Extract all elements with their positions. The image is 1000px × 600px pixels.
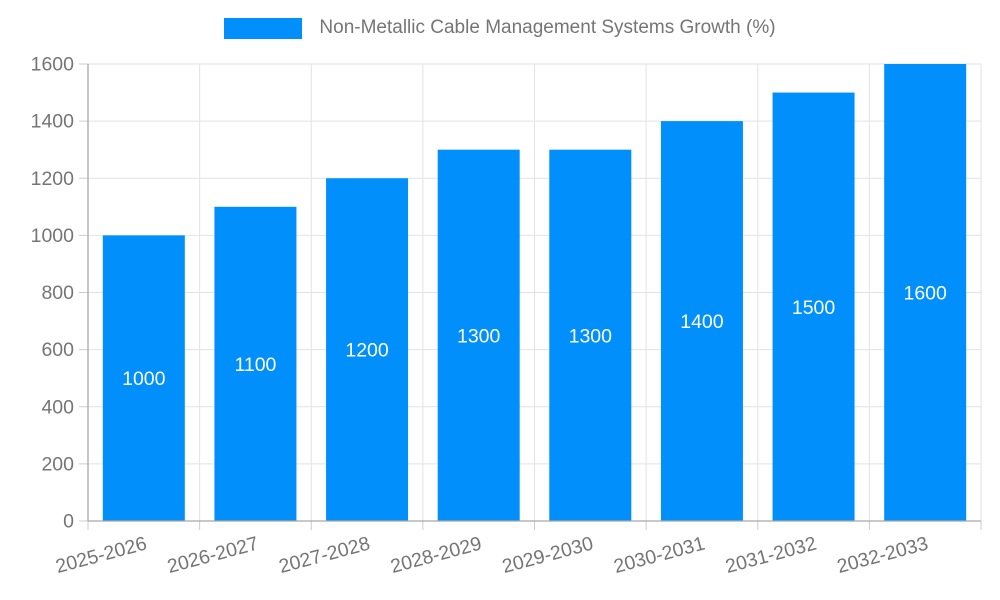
bar-value-label: 1000	[122, 368, 166, 390]
x-axis-category-label: 2031-2032	[723, 533, 819, 578]
bar-value-label: 1200	[345, 340, 389, 362]
x-axis-category-label: 2027-2028	[277, 533, 373, 578]
bar-2025-2026[interactable]	[102, 235, 185, 521]
legend-series-label: Non-Metallic Cable Management Systems Gr…	[319, 17, 776, 38]
bar-2027-2028[interactable]	[326, 178, 409, 521]
bar-2032-2033[interactable]	[884, 64, 967, 521]
bar-2030-2031[interactable]	[660, 121, 743, 521]
x-axis-category-label: 2032-2033	[835, 533, 931, 578]
x-axis-category-label: 2028-2029	[388, 533, 484, 578]
x-axis-category-label: 2026-2027	[165, 533, 261, 578]
bar-value-label: 1600	[903, 283, 947, 305]
y-axis-tick-label: 1600	[31, 54, 75, 76]
x-axis-category-label: 2029-2030	[500, 533, 596, 578]
y-axis-tick-label: 1400	[31, 111, 75, 133]
bar-value-label: 1300	[569, 325, 613, 347]
x-axis-category-label: 2025-2026	[53, 533, 149, 578]
y-axis-tick-label: 400	[41, 396, 74, 418]
legend-item[interactable]: Non-Metallic Cable Management Systems Gr…	[224, 17, 776, 39]
y-axis-tick-label: 600	[41, 339, 74, 361]
bar-value-label: 1400	[680, 311, 724, 333]
bar-2029-2030[interactable]	[549, 149, 632, 521]
bar-value-label: 1500	[792, 297, 836, 319]
y-axis-tick-label: 1000	[31, 225, 75, 247]
legend-color-swatch	[224, 17, 303, 39]
bar-value-label: 1300	[457, 325, 501, 347]
bar-2031-2032[interactable]	[772, 92, 855, 521]
bar-2026-2027[interactable]	[214, 206, 297, 521]
x-axis-category-label: 2030-2031	[611, 533, 707, 578]
y-axis-tick-label: 200	[41, 453, 74, 475]
y-axis-tick-label: 800	[41, 282, 74, 304]
bar-2028-2029[interactable]	[437, 149, 520, 521]
y-axis-tick-label: 0	[63, 511, 74, 533]
bar-value-label: 1100	[234, 354, 276, 376]
chart-legend: Non-Metallic Cable Management Systems Gr…	[0, 17, 1000, 39]
y-axis-tick-label: 1200	[31, 168, 75, 190]
